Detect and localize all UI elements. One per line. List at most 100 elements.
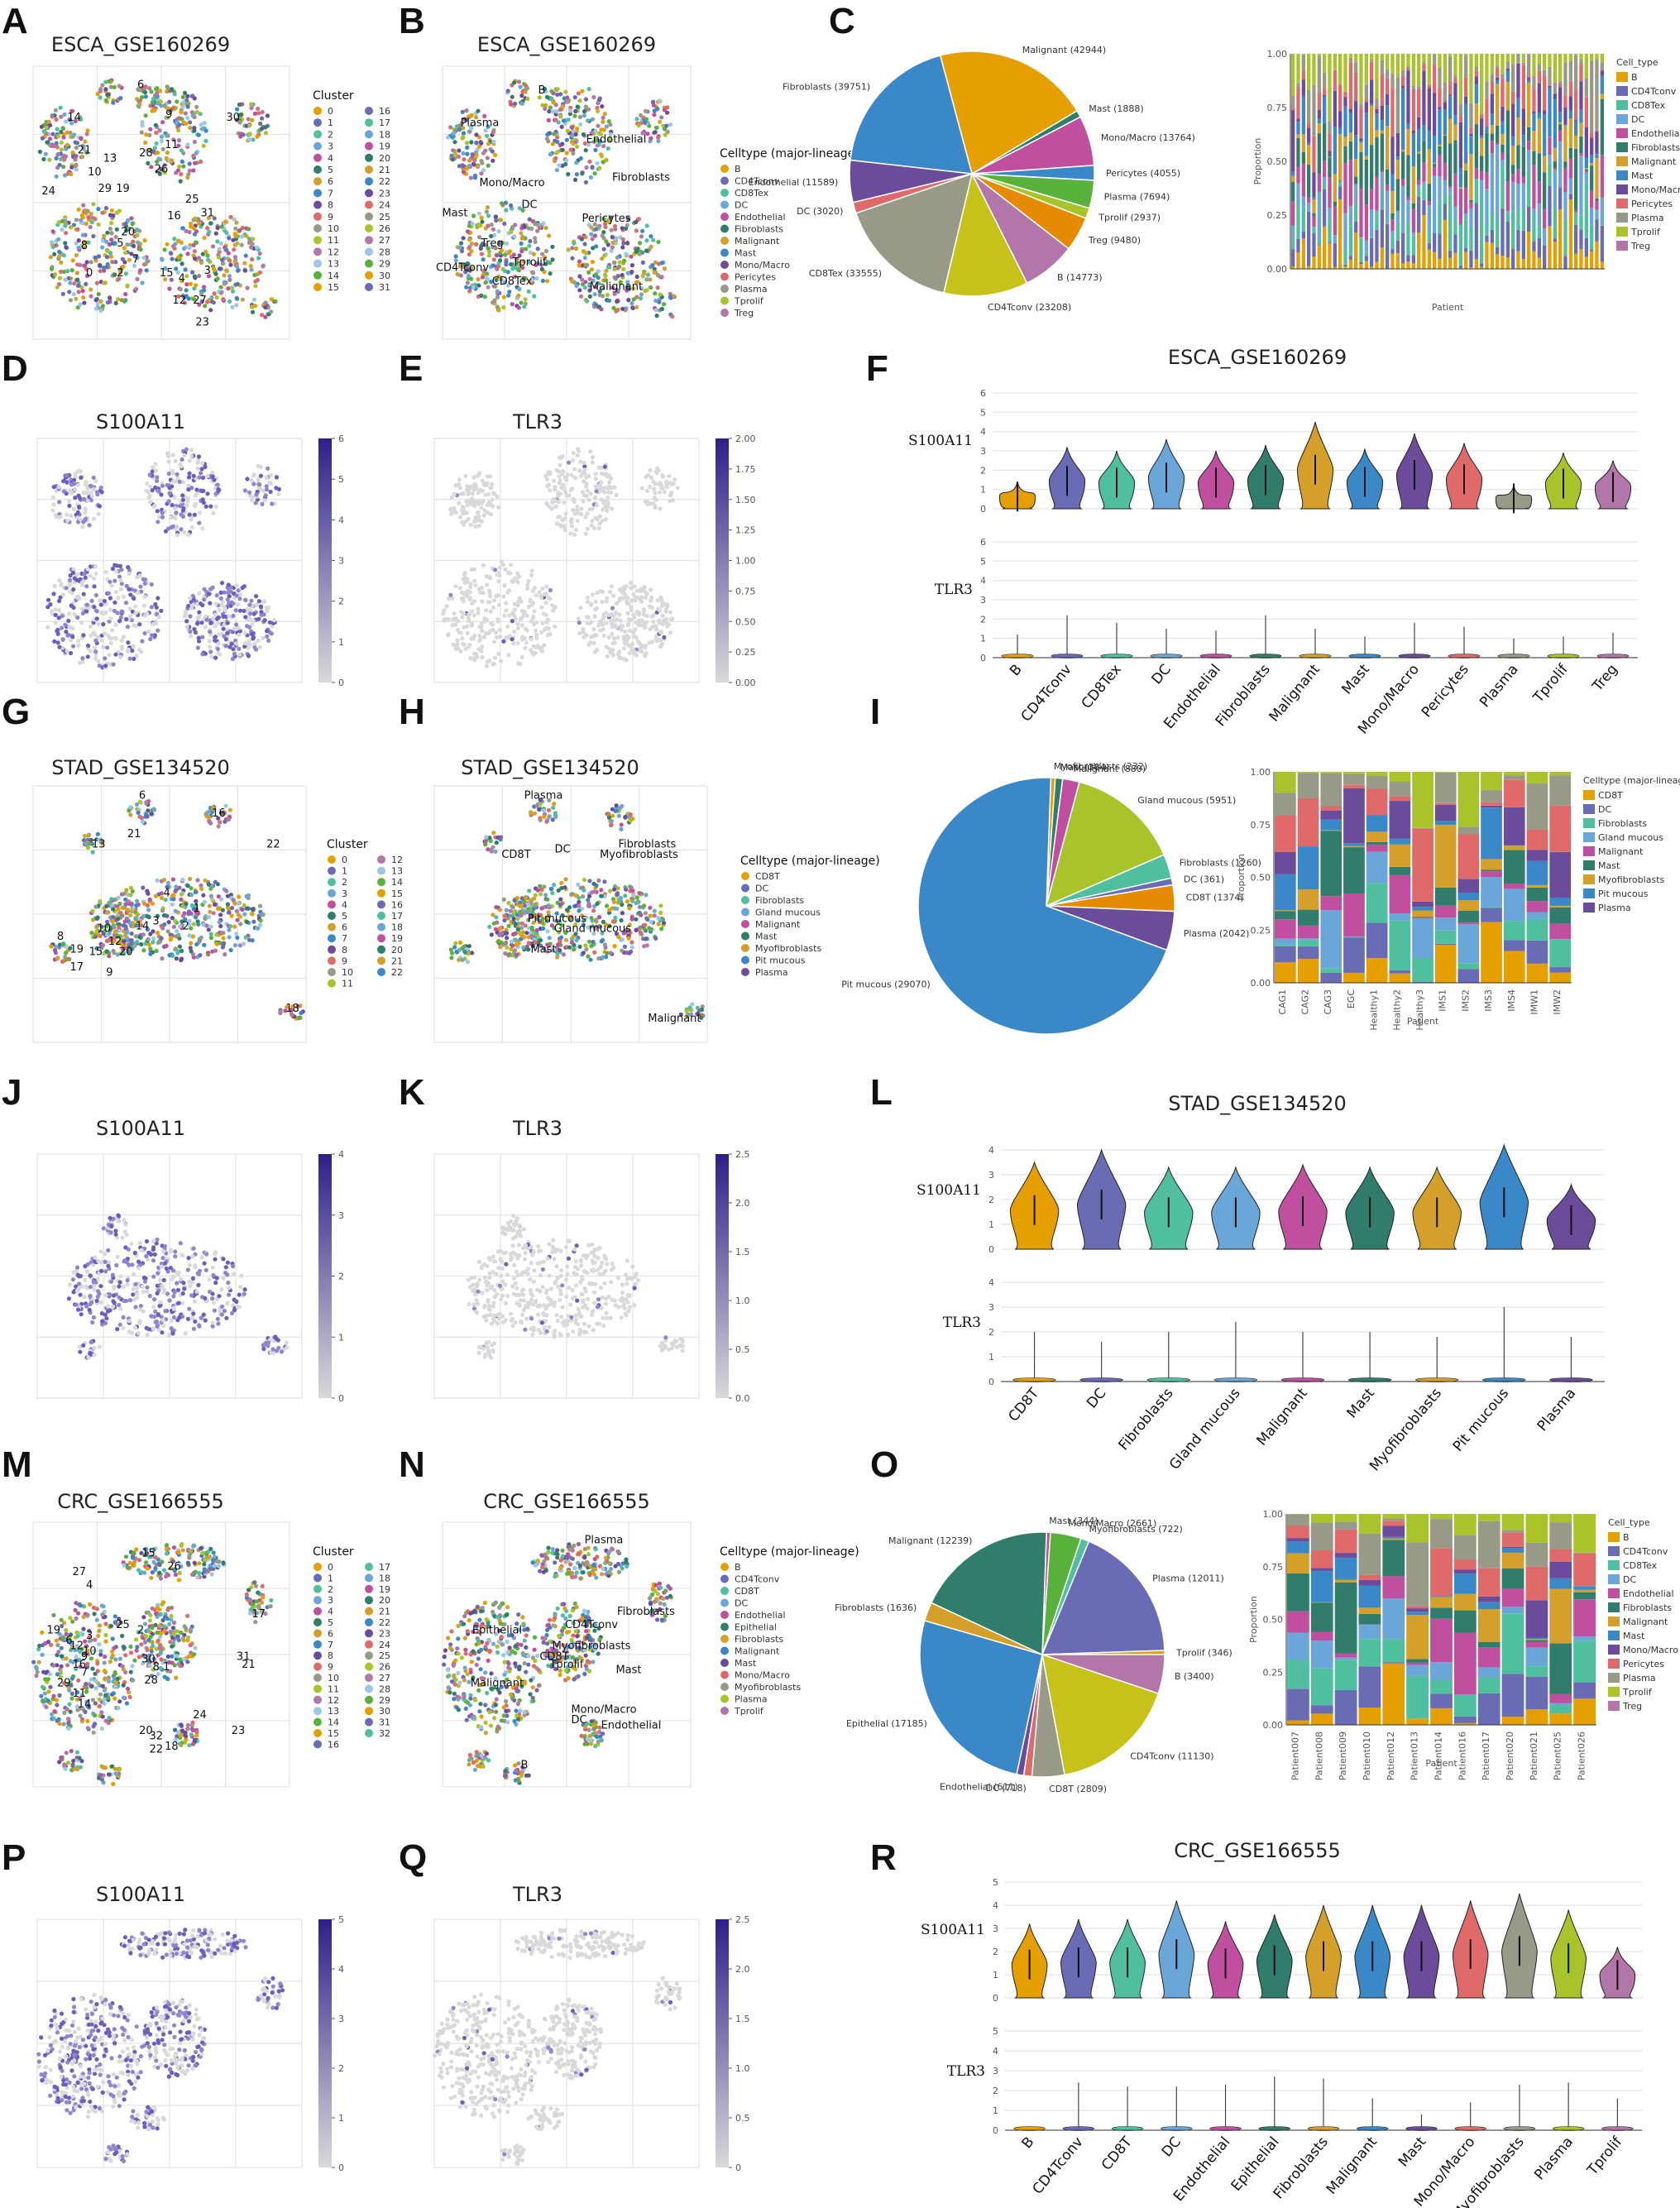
- bar-segment: [1516, 251, 1520, 269]
- cell-dot: [604, 599, 609, 604]
- esca-tlr3-title: TLR3: [512, 410, 562, 433]
- x-axis-label: Patient: [1432, 302, 1464, 313]
- cell-dot: [577, 274, 582, 279]
- bar-segment: [1516, 98, 1520, 118]
- cell-dot: [628, 586, 634, 591]
- bar-segment: [1600, 197, 1604, 226]
- cell-dot: [101, 644, 106, 649]
- cell-dot: [588, 449, 593, 454]
- cell-dot: [570, 125, 575, 130]
- bar-segment: [1584, 237, 1588, 257]
- legend-item: 14: [328, 271, 339, 281]
- cell-dot: [634, 248, 639, 253]
- cell-dot: [644, 288, 649, 293]
- bar-segment: [1584, 169, 1588, 171]
- cell-dot: [635, 611, 640, 616]
- legend-swatch: [365, 271, 373, 280]
- cell-dot: [584, 481, 589, 486]
- legend-title: Celltype (major-lineage): [720, 147, 859, 160]
- cell-dot: [93, 571, 98, 577]
- cell-dot: [560, 141, 565, 146]
- bar-segment: [1516, 169, 1520, 184]
- cell-dot: [645, 501, 650, 506]
- bar-segment: [1301, 164, 1305, 197]
- cell-dot: [140, 280, 145, 285]
- bar-segment: [1427, 88, 1431, 132]
- bar-segment: [1390, 249, 1395, 254]
- cell-dot: [176, 255, 181, 260]
- cell-dot: [97, 663, 102, 668]
- legend-item: Pericytes: [735, 272, 776, 283]
- cell-dot: [507, 249, 513, 254]
- cell-dot: [208, 936, 213, 941]
- bar-segment: [1490, 242, 1494, 269]
- bar-segment: [1328, 121, 1332, 133]
- violin-gene-label: TLR3: [935, 582, 973, 598]
- cell-dot: [232, 924, 237, 929]
- bar-segment: [1595, 129, 1599, 132]
- cell-dot: [67, 582, 72, 587]
- cell-dot: [51, 592, 56, 596]
- legend-item: 15: [328, 282, 339, 293]
- cell-dot: [265, 634, 270, 639]
- bar-segment: [1543, 172, 1547, 209]
- bar-segment: [1370, 54, 1374, 60]
- cell-dot: [65, 518, 70, 523]
- cell-dot: [631, 612, 636, 617]
- cell-dot: [121, 635, 126, 639]
- bar-segment: [1474, 179, 1478, 180]
- cell-dot: [208, 620, 213, 625]
- cell-dot: [138, 247, 143, 252]
- bar-segment: [1448, 81, 1453, 95]
- cell-dot: [141, 885, 146, 890]
- cell-dot: [621, 266, 626, 271]
- colorbar-label: 0.00: [735, 678, 756, 688]
- bar-segment: [1375, 113, 1379, 131]
- cell-dot: [95, 92, 100, 97]
- cell-dot: [597, 521, 602, 526]
- cell-dot: [534, 593, 538, 598]
- bar-segment: [1496, 54, 1500, 66]
- cell-dot: [219, 581, 225, 586]
- cell-dot: [596, 525, 601, 531]
- cell-dot: [228, 947, 233, 953]
- pie-label: Plasma (7694): [1104, 191, 1170, 202]
- cell-dot: [662, 266, 668, 271]
- cell-dot: [612, 291, 617, 296]
- cell-dot: [479, 251, 485, 256]
- cell-dot: [146, 495, 151, 500]
- cell-dot: [569, 140, 574, 145]
- cell-dot: [157, 128, 162, 133]
- cell-dot: [469, 567, 474, 572]
- cell-dot: [142, 238, 147, 243]
- cell-dot: [462, 157, 467, 162]
- bar-segment: [1443, 219, 1447, 269]
- panel-letter-P: P: [2, 1837, 26, 1878]
- panel-letter-K: K: [399, 1072, 425, 1113]
- bar-segment: [1386, 169, 1390, 185]
- bar-segment: [1359, 237, 1363, 262]
- cell-dot: [60, 625, 65, 630]
- cell-dot: [166, 459, 171, 464]
- cell-dot: [151, 621, 156, 627]
- cell-dot: [218, 912, 223, 917]
- panel-letter-N: N: [399, 1444, 425, 1485]
- cell-dot: [494, 252, 500, 257]
- cell-dot: [185, 175, 190, 180]
- cell-dot: [625, 601, 630, 606]
- cell-dot: [203, 249, 208, 254]
- bar-segment: [1291, 54, 1295, 96]
- cell-dot: [510, 637, 515, 642]
- bar-segment: [1323, 226, 1327, 269]
- esca-celltype-legend: Celltype (major-lineage)BCD4TconvCD8TexD…: [720, 147, 859, 319]
- cell-dot: [583, 531, 588, 536]
- cell-dot: [194, 109, 199, 115]
- violin-y-tick: 0: [980, 653, 986, 663]
- cell-dot: [81, 245, 86, 250]
- umap-label: 9: [165, 109, 172, 122]
- esca-violin-title: ESCA_GSE160269: [1168, 346, 1347, 369]
- cell-dot: [194, 229, 199, 234]
- bar-segment: [1496, 77, 1500, 80]
- cell-dot: [196, 256, 201, 261]
- cell-dot: [605, 242, 610, 247]
